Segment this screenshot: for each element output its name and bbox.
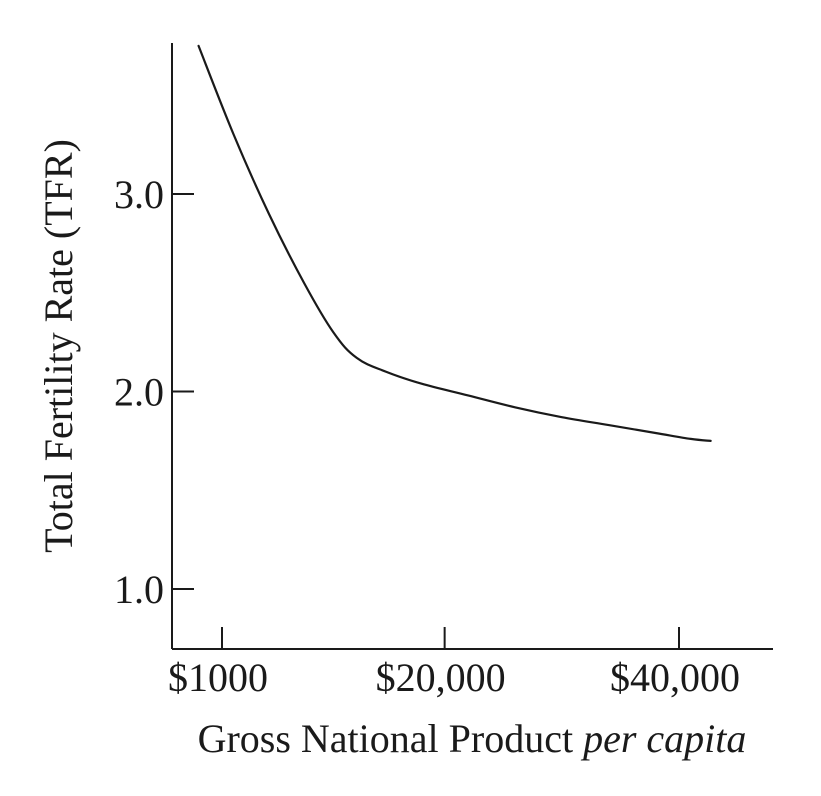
series-layer bbox=[197, 44, 712, 442]
y-ticks: 1.0 2.0 3.0 bbox=[114, 172, 194, 612]
x-axis-title-main: Gross National Product bbox=[198, 716, 574, 761]
x-axis-title-italic: per capita bbox=[580, 716, 746, 761]
x-tick-label: $20,000 bbox=[376, 655, 506, 700]
y-tick-label: 1.0 bbox=[114, 567, 164, 612]
y-tick-label: 2.0 bbox=[114, 370, 164, 415]
series-line bbox=[197, 44, 712, 442]
y-tick-label: 3.0 bbox=[114, 172, 164, 217]
x-ticks: $1000 $20,000 $40,000 bbox=[168, 627, 740, 700]
y-axis-title: Total Fertility Rate (TFR) bbox=[36, 139, 81, 553]
x-tick-label: $40,000 bbox=[610, 655, 740, 700]
x-axis-title: Gross National Product per capita bbox=[198, 716, 747, 761]
x-tick-label: $1000 bbox=[168, 655, 268, 700]
